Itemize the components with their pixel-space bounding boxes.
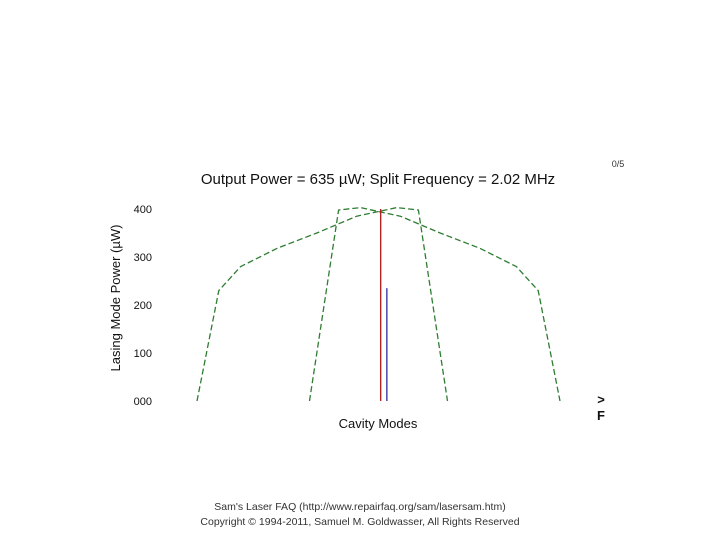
- y-tick-label-000: 000: [134, 396, 152, 408]
- series-line-2: [308, 206, 561, 402]
- side-mark-arrow: >: [597, 392, 605, 407]
- footer-line-2: Copyright © 1994-2011, Samuel M. Goldwas…: [200, 516, 520, 528]
- series-group: [196, 206, 561, 402]
- corner-label: 0/5: [612, 159, 625, 169]
- series-line-1: [196, 206, 449, 402]
- y-tick-label-400: 400: [134, 204, 152, 216]
- mode-lines: [379, 209, 388, 401]
- chart-title: Output Power = 635 µW; Split Frequency =…: [201, 171, 555, 188]
- footer: Sam's Laser FAQ (http://www.repairfaq.or…: [0, 500, 720, 530]
- y-tick-label-300: 300: [134, 252, 152, 264]
- y-tick-labels: 000 100 200 300 400: [134, 204, 152, 408]
- x-axis-label: Cavity Modes: [339, 416, 418, 431]
- side-mark-f: F: [597, 408, 605, 423]
- y-axis-label: Lasing Mode Power (µW): [108, 225, 123, 372]
- y-tick-label-100: 100: [134, 348, 152, 360]
- footer-line-1: Sam's Laser FAQ (http://www.repairfaq.or…: [214, 501, 506, 513]
- y-tick-label-200: 200: [134, 300, 152, 312]
